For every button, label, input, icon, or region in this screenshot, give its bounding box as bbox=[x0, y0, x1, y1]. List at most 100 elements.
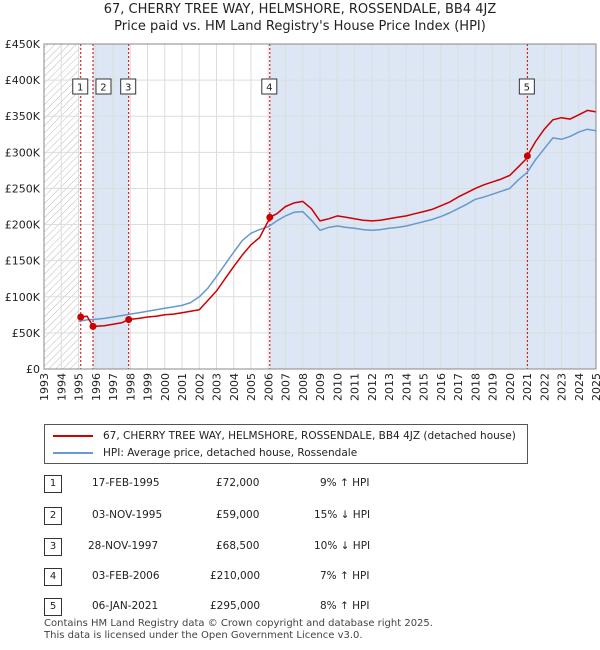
sale-point bbox=[523, 152, 531, 160]
transaction-price: £72,000 bbox=[216, 477, 260, 489]
y-tick-label: £100K bbox=[5, 291, 41, 304]
x-tick-label: 2001 bbox=[176, 373, 189, 401]
x-tick-label: 1995 bbox=[73, 373, 86, 401]
x-tick-label: 2008 bbox=[297, 373, 310, 401]
legend-swatch-price bbox=[53, 435, 93, 437]
y-tick-label: £250K bbox=[5, 182, 41, 195]
x-tick-label: 2004 bbox=[228, 373, 241, 401]
transaction-hpi: 15% ↓ HPI bbox=[314, 509, 371, 521]
sale-label: 5 bbox=[524, 83, 530, 94]
x-tick-label: 2022 bbox=[538, 373, 551, 401]
x-tick-label: 2025 bbox=[590, 373, 600, 401]
x-tick-label: 1997 bbox=[107, 373, 120, 401]
transaction-row: 3 28-NOV-1997 £68,500 10% ↓ HPI bbox=[44, 538, 564, 558]
x-tick-label: 2021 bbox=[521, 373, 534, 401]
x-tick-label: 1994 bbox=[55, 373, 68, 401]
legend-swatch-hpi bbox=[53, 452, 93, 454]
x-tick-label: 2018 bbox=[469, 373, 482, 401]
footer-attribution: Contains HM Land Registry data © Crown c… bbox=[44, 618, 433, 642]
transaction-hpi: 10% ↓ HPI bbox=[314, 540, 371, 552]
sale-label-box bbox=[72, 78, 89, 95]
hatched-region-pre-sale bbox=[44, 44, 81, 369]
x-tick-label: 2012 bbox=[366, 373, 379, 401]
transaction-price: £68,500 bbox=[216, 540, 260, 552]
sale-label-box bbox=[95, 78, 112, 95]
transaction-price: £59,000 bbox=[216, 509, 260, 521]
x-tick-label: 1998 bbox=[124, 373, 137, 401]
y-tick-label: £350K bbox=[5, 110, 41, 123]
transaction-row: 4 03-FEB-2006 £210,000 7% ↑ HPI bbox=[44, 568, 564, 588]
transaction-badge: 1 bbox=[44, 475, 62, 493]
transaction-date: 03-NOV-1995 bbox=[92, 509, 163, 521]
x-tick-label: 2023 bbox=[556, 373, 569, 401]
footer-line-2: This data is licensed under the Open Gov… bbox=[44, 630, 363, 641]
transaction-row: 2 03-NOV-1995 £59,000 15% ↓ HPI bbox=[44, 507, 564, 527]
x-tick-label: 2002 bbox=[193, 373, 206, 401]
x-tick-label: 2007 bbox=[280, 373, 293, 401]
x-tick-label: 2014 bbox=[400, 373, 413, 401]
ownership-band bbox=[269, 44, 528, 369]
sale-label: 2 bbox=[100, 83, 106, 94]
sale-label: 1 bbox=[77, 83, 83, 94]
transaction-badge: 5 bbox=[44, 598, 62, 616]
transaction-badge: 3 bbox=[44, 538, 62, 556]
legend-item-price: 67, CHERRY TREE WAY, HELMSHORE, ROSSENDA… bbox=[53, 428, 516, 444]
hpi-series-line bbox=[78, 128, 597, 323]
x-tick-label: 2024 bbox=[573, 373, 586, 401]
sale-label-box bbox=[518, 78, 535, 95]
x-tick-label: 2009 bbox=[314, 373, 327, 401]
x-tick-label: 1993 bbox=[38, 373, 51, 401]
x-tick-label: 2015 bbox=[418, 373, 431, 401]
transaction-badge: 2 bbox=[44, 507, 62, 525]
sale-point bbox=[77, 313, 85, 321]
transaction-hpi: 8% ↑ HPI bbox=[320, 600, 370, 612]
x-tick-label: 2000 bbox=[159, 373, 172, 401]
x-tick-label: 1996 bbox=[90, 373, 103, 401]
legend-item-hpi: HPI: Average price, detached house, Ross… bbox=[53, 445, 357, 461]
y-tick-label: £0 bbox=[26, 363, 40, 376]
sale-point bbox=[89, 322, 97, 330]
x-tick-label: 2005 bbox=[245, 373, 258, 401]
x-tick-label: 2020 bbox=[504, 373, 517, 401]
transaction-row: 5 06-JAN-2021 £295,000 8% ↑ HPI bbox=[44, 598, 564, 618]
transaction-date: 03-FEB-2006 bbox=[92, 570, 160, 582]
sale-point bbox=[266, 213, 274, 221]
plot-frame bbox=[43, 43, 597, 370]
chart-title-line-1: 67, CHERRY TREE WAY, HELMSHORE, ROSSENDA… bbox=[103, 2, 497, 17]
transaction-price: £210,000 bbox=[210, 570, 261, 582]
price-series-line bbox=[78, 109, 597, 328]
x-tick-label: 2010 bbox=[331, 373, 344, 401]
x-tick-label: 2016 bbox=[435, 373, 448, 401]
y-tick-label: £400K bbox=[5, 74, 41, 87]
x-tick-label: 2019 bbox=[487, 373, 500, 401]
x-tick-label: 1999 bbox=[142, 373, 155, 401]
transaction-row: 1 17-FEB-1995 £72,000 9% ↑ HPI bbox=[44, 475, 564, 495]
y-tick-label: £450K bbox=[5, 38, 41, 51]
transaction-date: 28-NOV-1997 bbox=[88, 540, 159, 552]
y-tick-label: £150K bbox=[5, 255, 41, 268]
chart-title-line-2: Price paid vs. HM Land Registry's House … bbox=[114, 19, 486, 34]
legend-label-price: 67, CHERRY TREE WAY, HELMSHORE, ROSSENDA… bbox=[103, 430, 516, 442]
transaction-badge: 4 bbox=[44, 568, 62, 586]
transaction-price: £295,000 bbox=[210, 600, 261, 612]
sale-point bbox=[125, 316, 133, 324]
transaction-hpi: 9% ↑ HPI bbox=[320, 477, 370, 489]
y-tick-label: £50K bbox=[12, 327, 41, 340]
x-tick-label: 2017 bbox=[452, 373, 465, 401]
y-tick-label: £200K bbox=[5, 219, 41, 232]
x-tick-label: 2003 bbox=[211, 373, 224, 401]
sale-label-box bbox=[120, 78, 137, 95]
sale-label: 3 bbox=[125, 83, 131, 94]
y-tick-label: £300K bbox=[5, 146, 41, 159]
transaction-hpi: 7% ↑ HPI bbox=[320, 570, 370, 582]
footer-line-1: Contains HM Land Registry data © Crown c… bbox=[44, 618, 433, 629]
transaction-date: 17-FEB-1995 bbox=[92, 477, 160, 489]
sale-label: 4 bbox=[266, 83, 272, 94]
x-tick-label: 2011 bbox=[349, 373, 362, 401]
legend-label-hpi: HPI: Average price, detached house, Ross… bbox=[103, 447, 358, 459]
chart-legend: 67, CHERRY TREE WAY, HELMSHORE, ROSSENDA… bbox=[44, 424, 528, 464]
x-tick-label: 2013 bbox=[383, 373, 396, 401]
price-chart: 1 2 3 4 5 £0 £50K £100K £150K £200K £250K £300K £350… bbox=[5, 38, 600, 401]
sale-label-box bbox=[261, 78, 278, 95]
transaction-date: 06-JAN-2021 bbox=[92, 600, 159, 612]
